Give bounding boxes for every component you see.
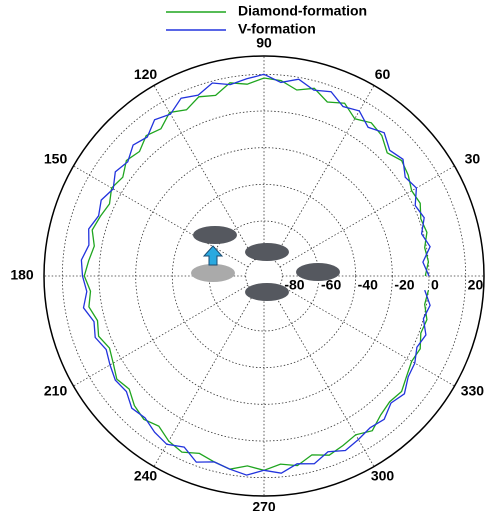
angle-label: 240 — [134, 468, 158, 484]
radial-tick-label: -80 — [284, 277, 304, 293]
grid-spoke — [279, 284, 455, 387]
grid-spoke — [272, 291, 375, 467]
legend-label: Diamond-formation — [238, 3, 367, 19]
series-line — [80, 73, 431, 476]
radial-tick-label: 20 — [468, 277, 484, 293]
angle-label: 120 — [134, 66, 158, 82]
formation-icons — [191, 226, 340, 301]
legend-label: V-formation — [238, 21, 316, 37]
angle-label: 300 — [371, 468, 395, 484]
angle-label: 150 — [44, 151, 68, 167]
series-line — [83, 77, 430, 471]
angle-label: 270 — [252, 499, 276, 511]
angle-label: 180 — [10, 267, 34, 283]
angle-label: 330 — [461, 383, 485, 399]
grid-spoke — [73, 165, 249, 268]
outer-circle — [43, 55, 485, 497]
grid-circle — [98, 110, 430, 442]
grid-spoke — [272, 85, 375, 261]
grid-spoke — [153, 291, 256, 467]
grid-circle — [171, 183, 357, 369]
grid-spoke — [279, 165, 455, 268]
grid-spoke — [73, 284, 249, 387]
angle-label: 30 — [465, 151, 481, 167]
angle-label: 210 — [44, 383, 68, 399]
radial-tick-label: -60 — [321, 277, 341, 293]
radial-tick-label: -40 — [358, 277, 378, 293]
angle-label: 90 — [256, 35, 272, 51]
angle-label: 60 — [375, 66, 391, 82]
radial-tick-label: -20 — [394, 277, 414, 293]
radial-tick-label: 0 — [431, 277, 439, 293]
plot — [43, 55, 485, 497]
